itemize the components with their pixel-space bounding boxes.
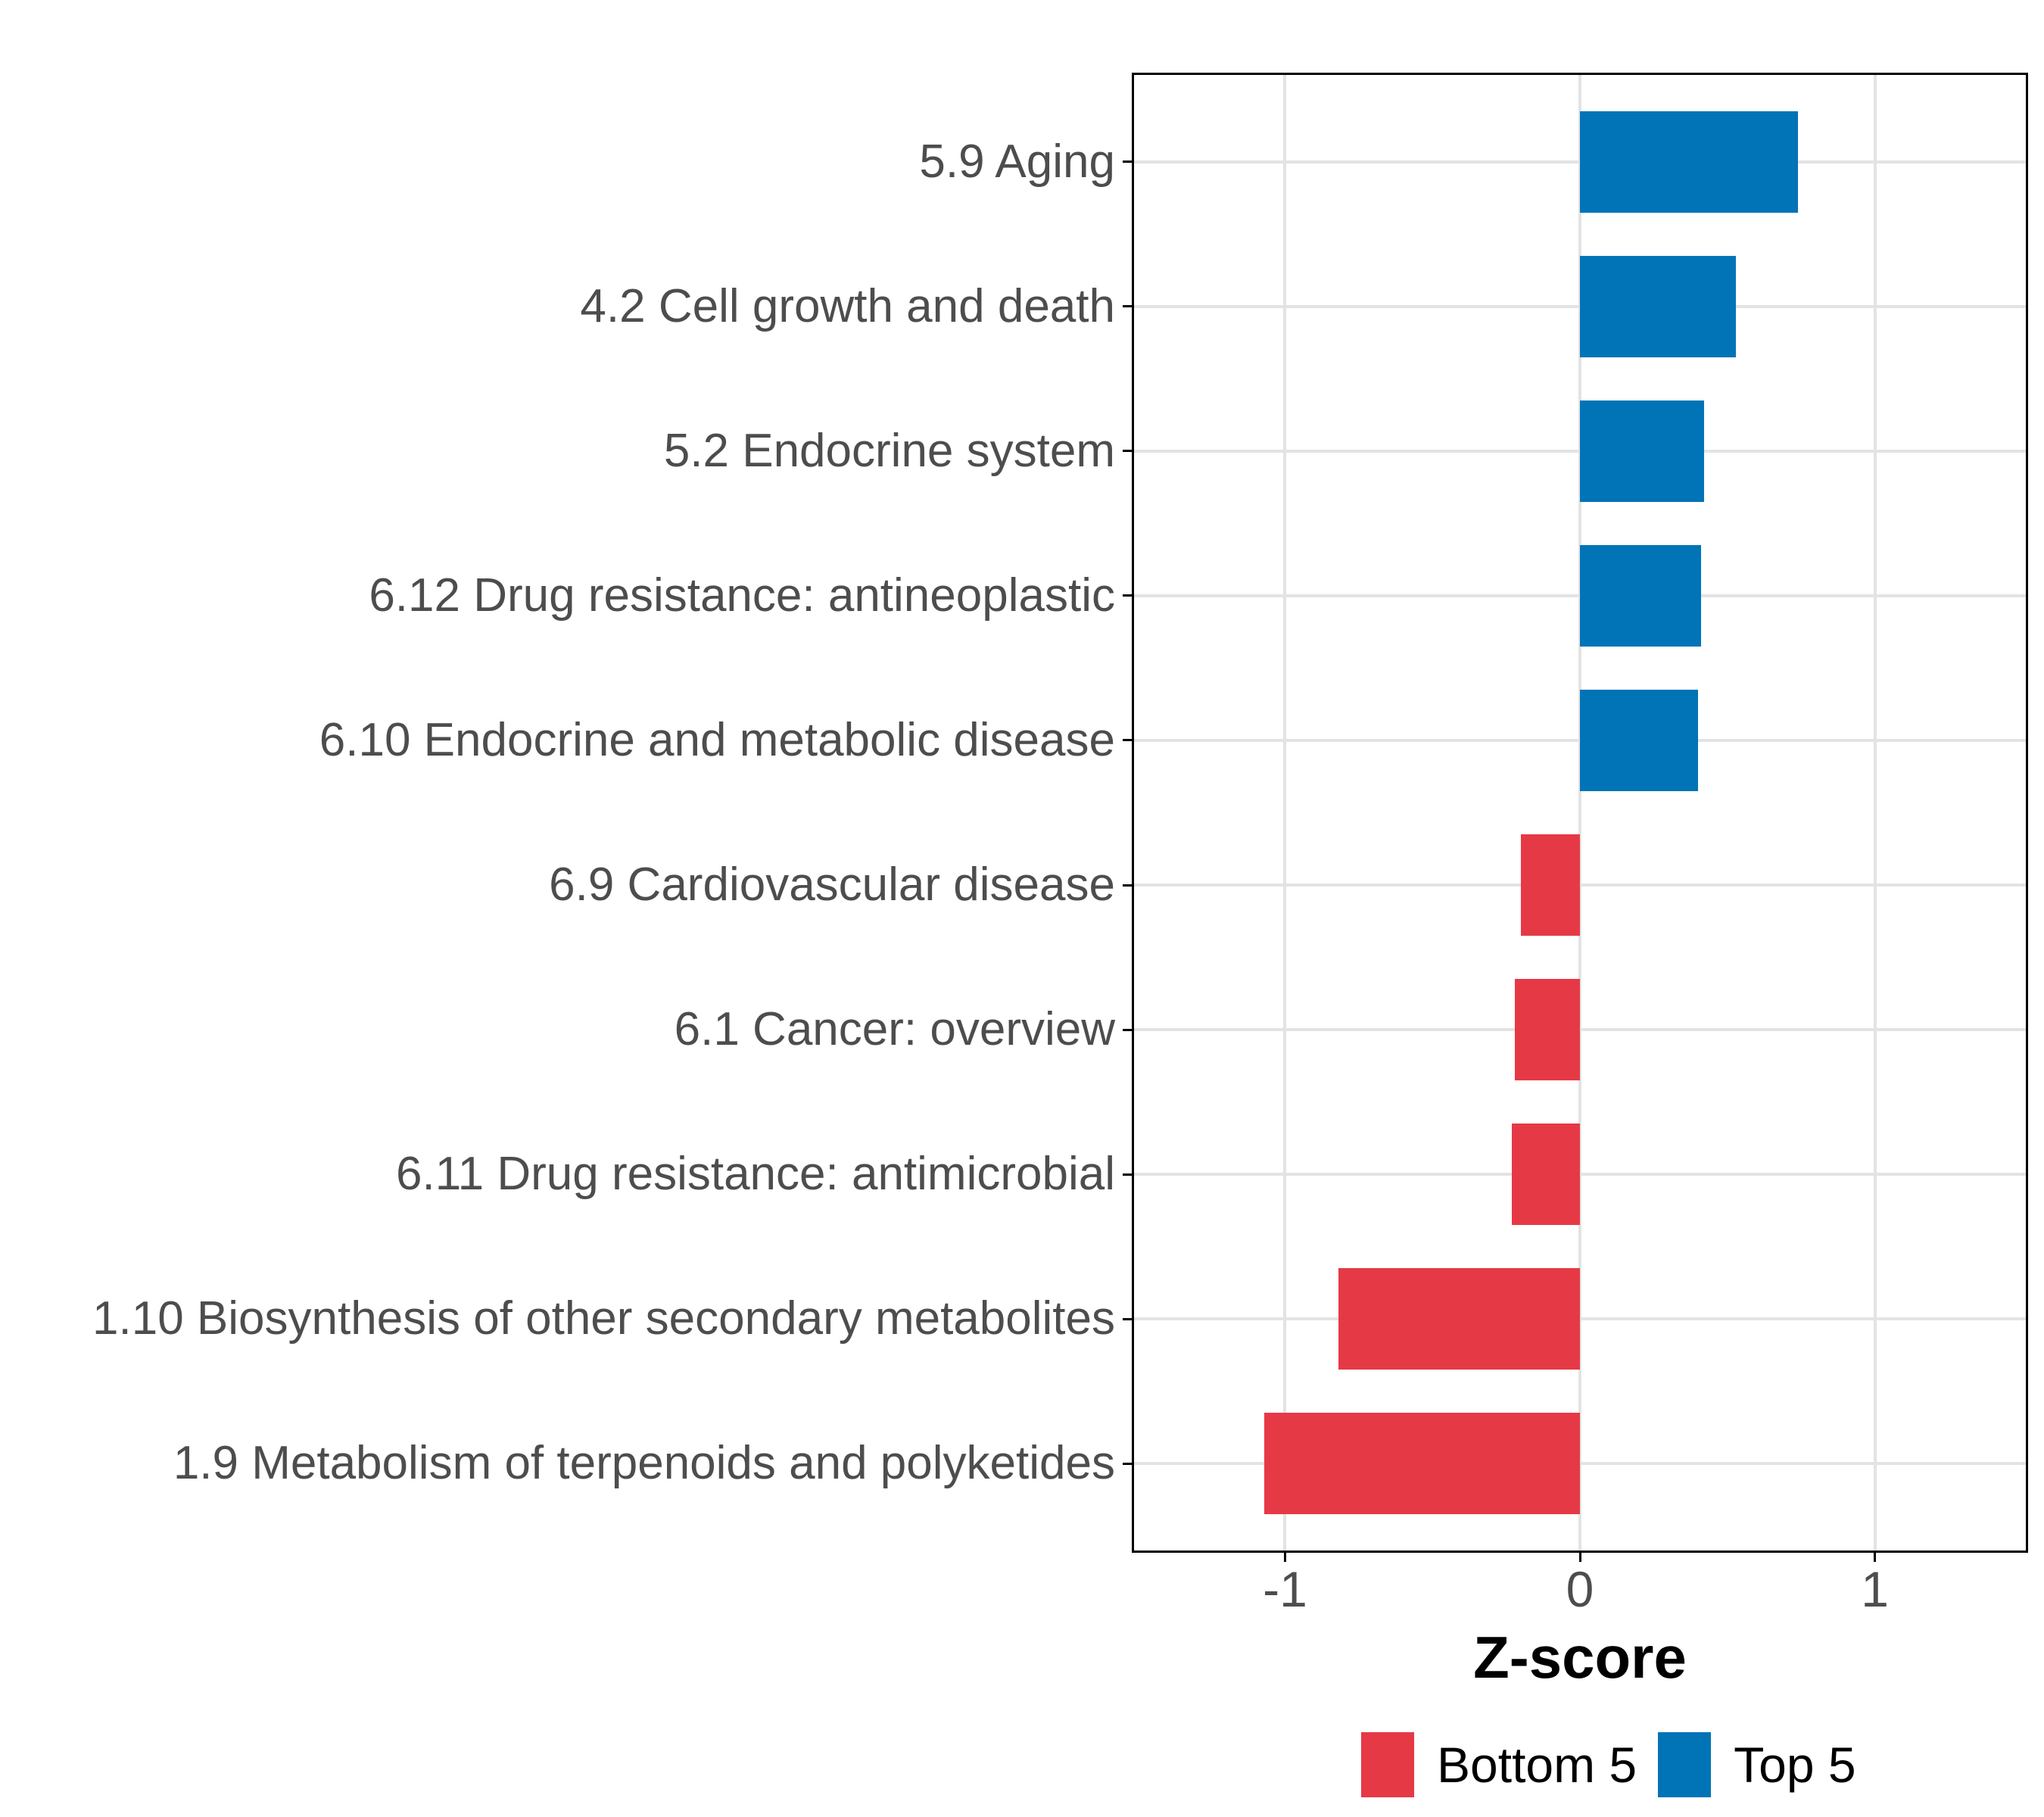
- y-axis-label: 1.9 Metabolism of terpenoids and polyket…: [173, 1437, 1115, 1490]
- legend: Bottom 5 Top 5: [1361, 1732, 1856, 1797]
- x-tick-mark: [1283, 1553, 1286, 1562]
- y-tick-mark: [1123, 1462, 1132, 1465]
- x-tick-mark: [1874, 1553, 1877, 1562]
- plot-panel: [1134, 75, 2026, 1551]
- x-axis-tick-label: 0: [1566, 1561, 1594, 1617]
- x-gridline: [1578, 75, 1581, 1551]
- y-tick-mark: [1123, 1028, 1132, 1031]
- bar-bottom-5: [1512, 1124, 1580, 1226]
- y-axis-label: 6.12 Drug resistance: antineoplastic: [369, 569, 1115, 622]
- y-axis-label: 6.1 Cancer: overview: [674, 1003, 1115, 1056]
- y-gridline: [1134, 1462, 2026, 1466]
- y-axis-label: 1.10 Biosynthesis of other secondary met…: [92, 1292, 1115, 1345]
- bar-top-5: [1580, 255, 1737, 357]
- y-gridline: [1134, 1028, 2026, 1032]
- y-tick-mark: [1123, 739, 1132, 742]
- y-tick-mark: [1123, 884, 1132, 887]
- y-axis-label: 4.2 Cell growth and death: [580, 279, 1115, 332]
- y-tick-mark: [1123, 161, 1132, 164]
- bar-top-5: [1580, 690, 1698, 791]
- y-tick-mark: [1123, 305, 1132, 308]
- y-tick-mark: [1123, 1173, 1132, 1176]
- bar-bottom-5: [1515, 979, 1580, 1080]
- bar-bottom-5: [1338, 1268, 1580, 1370]
- x-gridline: [1873, 75, 1877, 1551]
- y-axis-label: 6.10 Endocrine and metabolic disease: [319, 713, 1115, 766]
- x-tick-mark: [1578, 1553, 1581, 1562]
- bar-top-5: [1580, 545, 1701, 647]
- legend-entry: Top 5: [1658, 1732, 1856, 1797]
- legend-entry: Bottom 5: [1361, 1732, 1637, 1797]
- legend-label: Bottom 5: [1437, 1737, 1637, 1793]
- legend-label: Top 5: [1734, 1737, 1856, 1793]
- y-gridline: [1134, 1173, 2026, 1177]
- bar-bottom-5: [1264, 1413, 1580, 1515]
- x-axis-tick-label: 1: [1861, 1561, 1889, 1617]
- y-axis-label: 5.9 Aging: [919, 135, 1115, 188]
- y-axis-label: 6.9 Cardiovascular disease: [549, 859, 1115, 912]
- y-gridline: [1134, 884, 2026, 887]
- y-tick-mark: [1123, 594, 1132, 597]
- x-gridline: [1283, 75, 1287, 1551]
- y-gridline: [1134, 1317, 2026, 1321]
- y-axis-label: 5.2 Endocrine system: [663, 424, 1115, 477]
- x-axis-tick-label: -1: [1263, 1561, 1307, 1617]
- bar-bottom-5: [1521, 834, 1580, 936]
- legend-swatch-bottom-5: [1361, 1732, 1414, 1797]
- bar-top-5: [1580, 111, 1799, 213]
- legend-swatch-top-5: [1658, 1732, 1712, 1797]
- y-tick-mark: [1123, 450, 1132, 453]
- bar-top-5: [1580, 400, 1704, 502]
- y-axis-label: 6.11 Drug resistance: antimicrobial: [396, 1148, 1115, 1201]
- x-axis-title: Z-score: [1473, 1624, 1687, 1691]
- y-tick-mark: [1123, 1317, 1132, 1320]
